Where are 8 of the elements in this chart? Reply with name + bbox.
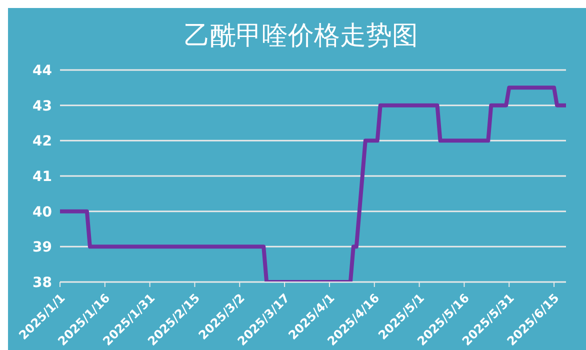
y-tick-label: 44 (32, 62, 52, 79)
y-tick-label: 38 (32, 274, 52, 291)
y-tick-label: 40 (32, 204, 52, 220)
y-tick-label: 43 (32, 98, 52, 114)
y-tick-label: 41 (32, 168, 52, 185)
y-tick-label: 39 (32, 240, 52, 256)
y-tick-label: 42 (32, 134, 52, 150)
chart-title: 乙酰甲喹价格走势图 (183, 20, 419, 53)
